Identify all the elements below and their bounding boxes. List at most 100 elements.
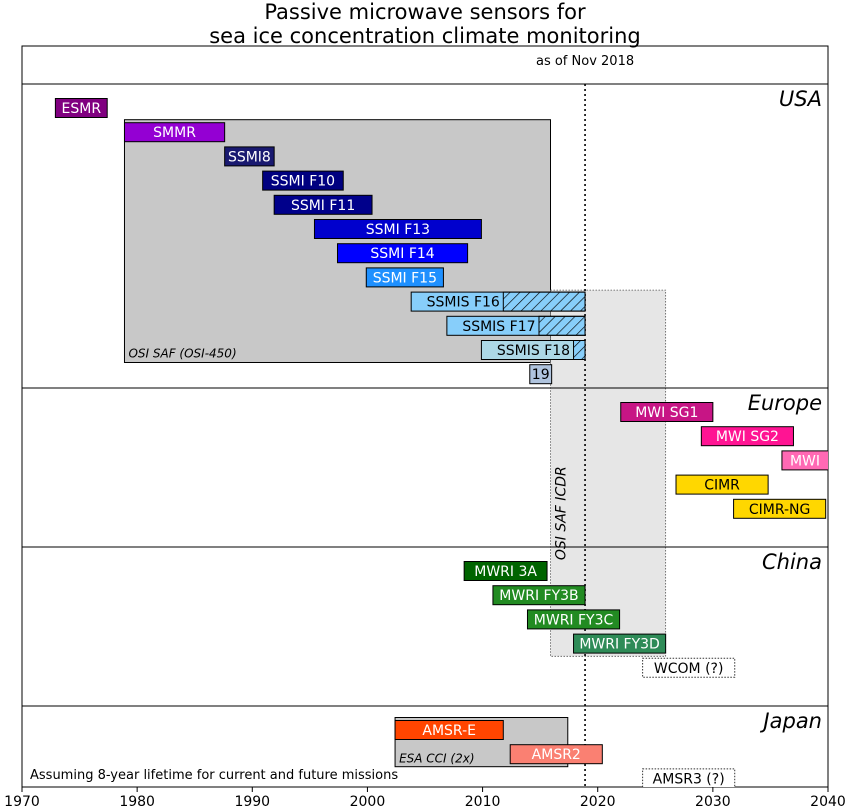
bar-mwi-box bbox=[781, 450, 828, 471]
bar-amsr3: AMSR3 (?) bbox=[642, 768, 736, 787]
bar-mwri-fy3c-box bbox=[526, 609, 621, 630]
bar-mwi-label: MWI bbox=[790, 453, 820, 469]
x-tick-label-1990: 1990 bbox=[234, 794, 270, 807]
record-osi-saf-osi-450-label: OSI SAF (OSI-450) bbox=[128, 347, 236, 361]
bar-amsr-e-box bbox=[394, 720, 504, 740]
chart-title: Passive microwave sensors for sea ice co… bbox=[0, 0, 850, 48]
x-tick-label-1980: 1980 bbox=[119, 794, 155, 807]
bar-amsr2-box bbox=[509, 744, 603, 765]
bar-ssmi-f14-label: SSMI F14 bbox=[370, 246, 434, 262]
bar-ssmis-f17-outline bbox=[446, 315, 586, 336]
bar-ssmi-f11-label: SSMI F11 bbox=[291, 198, 355, 214]
bar-mwri-fy3b-box bbox=[492, 585, 586, 606]
bar-smmr-label: SMMR bbox=[153, 125, 196, 141]
reference-line-label: as of Nov 2018 bbox=[536, 54, 634, 69]
bar-amsr3-label: AMSR3 (?) bbox=[653, 771, 725, 787]
x-tick-label-1970: 1970 bbox=[4, 794, 40, 807]
bar-ssmi8-label: SSMI8 bbox=[228, 149, 271, 165]
bar-mwi: MWI bbox=[781, 450, 828, 471]
x-tick-label-2030: 2030 bbox=[695, 794, 731, 807]
bar-wcom-label: WCOM (?) bbox=[654, 661, 724, 677]
bar-ssmis-f17-hatch bbox=[538, 315, 586, 336]
bar-ssmis-f17-solid bbox=[446, 316, 539, 336]
bar-ssmis-f18: SSMIS F18 bbox=[480, 340, 586, 360]
bar-ssmis-f18-outline bbox=[480, 340, 586, 360]
region-label-japan: Japan bbox=[759, 709, 822, 733]
bar-ssmi-f11: SSMI F11 bbox=[273, 194, 373, 215]
bar-mwri-3a-label: MWRI 3A bbox=[474, 564, 537, 580]
bar-cimr-box bbox=[675, 474, 769, 495]
bar-ssmis-f16: SSMIS F16 bbox=[410, 291, 586, 312]
bar-mwri-3a: MWRI 3A bbox=[463, 561, 548, 581]
bar-ssmi8: SSMI8 bbox=[224, 146, 275, 167]
bar-19-box bbox=[529, 364, 553, 385]
bar-wcom: WCOM (?) bbox=[642, 657, 736, 678]
bar-ssmi-f14: SSMI F14 bbox=[336, 243, 469, 264]
x-tick-label-2040: 2040 bbox=[810, 794, 846, 807]
bar-amsr3-box bbox=[642, 768, 736, 787]
bar-ssmi-f13: SSMI F13 bbox=[313, 219, 482, 239]
bar-smmr: SMMR bbox=[123, 122, 226, 143]
bar-mwri-fy3b: MWRI FY3B bbox=[492, 585, 586, 606]
chart-title-line-1: Passive microwave sensors for bbox=[264, 0, 586, 24]
bar-mwi-sg1: MWI SG1 bbox=[620, 402, 714, 422]
bar-mwi-sg2-label: MWI SG2 bbox=[716, 429, 779, 445]
bar-mwi-sg1-box bbox=[620, 402, 714, 422]
bar-esmr-box bbox=[54, 98, 108, 118]
x-tick-label-2020: 2020 bbox=[580, 794, 616, 807]
bar-cimr-ng-label: CIMR-NG bbox=[749, 502, 811, 518]
bar-amsr-e-label: AMSR-E bbox=[422, 723, 476, 739]
footnote: Assuming 8-year lifetime for current and… bbox=[30, 768, 398, 783]
bar-mwi-sg1-label: MWI SG1 bbox=[635, 405, 698, 421]
bar-ssmi-f10: SSMI F10 bbox=[262, 170, 344, 191]
bar-mwri-fy3c: MWRI FY3C bbox=[526, 609, 621, 630]
bar-ssmi-f10-label: SSMI F10 bbox=[271, 174, 335, 190]
bar-ssmis-f17-label: SSMIS F17 bbox=[462, 319, 535, 335]
bar-ssmis-f16-outline bbox=[410, 291, 586, 312]
bar-smmr-box bbox=[123, 122, 226, 143]
bar-cimr-ng: CIMR-NG bbox=[733, 498, 827, 519]
bar-mwri-fy3b-label: MWRI FY3B bbox=[499, 588, 578, 604]
bar-ssmis-f18-hatch bbox=[573, 340, 586, 360]
x-tick-label-2010: 2010 bbox=[465, 794, 501, 807]
bar-19: 19 bbox=[529, 364, 553, 385]
bar-ssmi-f13-box bbox=[313, 219, 482, 239]
bar-esmr-label: ESMR bbox=[62, 101, 102, 117]
bar-ssmi-f15-box bbox=[365, 267, 444, 288]
bar-mwi-sg2-box bbox=[700, 426, 794, 447]
bar-ssmis-f18-solid bbox=[481, 340, 574, 360]
record-osi-saf-icdr-label: OSI SAF ICDR bbox=[554, 466, 570, 560]
bar-ssmis-f16-hatch bbox=[502, 291, 586, 312]
bar-amsr2: AMSR2 bbox=[509, 744, 603, 765]
bar-wcom-box bbox=[642, 657, 736, 678]
bar-esmr: ESMR bbox=[54, 98, 108, 118]
bar-ssmi-f14-box bbox=[336, 243, 469, 264]
bar-ssmi-f13-label: SSMI F13 bbox=[366, 222, 430, 238]
bar-mwri-fy3d-label: MWRI FY3D bbox=[579, 637, 660, 653]
bar-ssmis-f16-label: SSMIS F16 bbox=[427, 295, 500, 311]
bar-ssmi-f11-box bbox=[273, 194, 373, 215]
bar-mwri-fy3c-label: MWRI FY3C bbox=[534, 612, 614, 628]
bar-ssmi-f15: SSMI F15 bbox=[365, 267, 444, 288]
region-label-china: China bbox=[762, 550, 822, 574]
bar-ssmis-f16-solid bbox=[411, 292, 504, 312]
bar-ssmis-f17: SSMIS F17 bbox=[446, 315, 586, 336]
bar-amsr-e: AMSR-E bbox=[394, 720, 504, 740]
record-esa-cci-2x-label: ESA CCI (2x) bbox=[399, 752, 474, 766]
bar-cimr: CIMR bbox=[675, 474, 769, 495]
bar-mwi-sg2: MWI SG2 bbox=[700, 426, 794, 447]
region-label-usa: USA bbox=[779, 87, 822, 111]
bar-ssmi-f10-box bbox=[262, 170, 344, 191]
bar-mwri-3a-box bbox=[463, 561, 548, 581]
bar-19-label: 19 bbox=[532, 367, 550, 383]
bar-cimr-ng-box bbox=[733, 498, 827, 519]
bar-cimr-label: CIMR bbox=[704, 478, 740, 494]
bar-ssmis-f18-label: SSMIS F18 bbox=[497, 343, 570, 359]
bar-ssmi8-box bbox=[224, 146, 275, 167]
bar-mwri-fy3d-box bbox=[573, 633, 667, 654]
x-tick-label-2000: 2000 bbox=[350, 794, 386, 807]
plot-frame bbox=[21, 45, 829, 788]
bar-amsr2-label: AMSR2 bbox=[532, 747, 581, 763]
chart-title-line-2: sea ice concentration climate monitoring bbox=[209, 24, 641, 48]
